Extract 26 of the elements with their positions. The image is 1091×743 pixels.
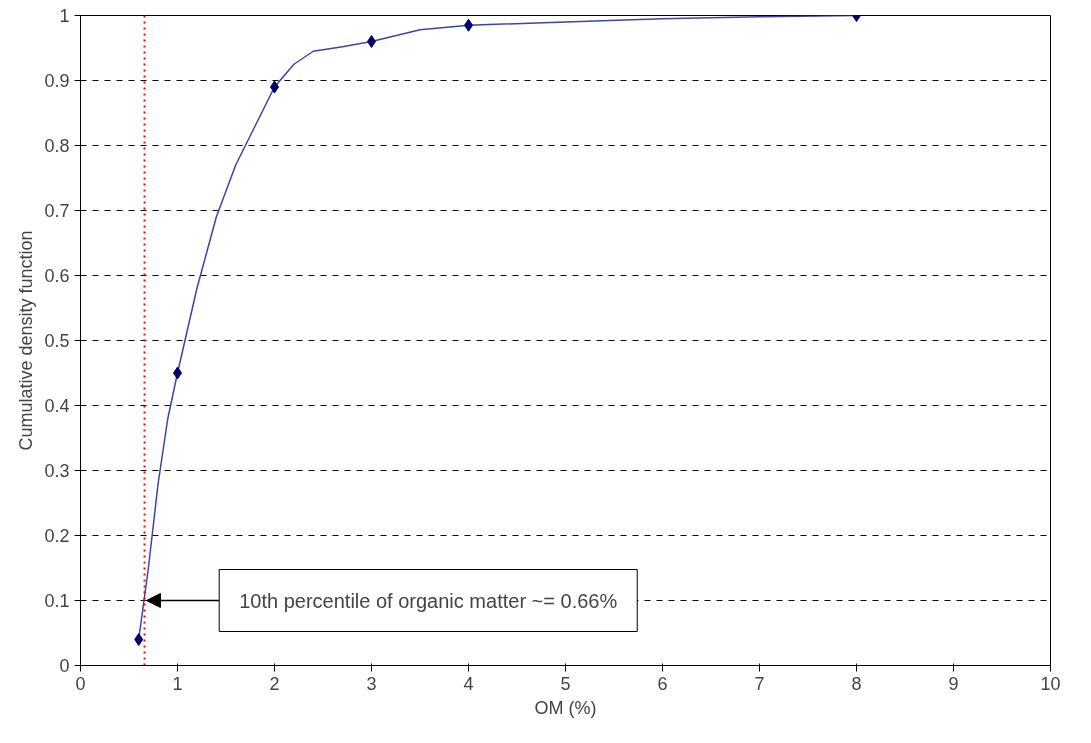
y-tick-label: 0.4 <box>44 396 70 416</box>
y-tick-label: 0.9 <box>44 71 70 91</box>
y-tick-label: 0.7 <box>44 201 70 221</box>
x-tick-label: 6 <box>657 673 668 694</box>
y-tick-label: 0.1 <box>44 591 70 611</box>
x-tick-label: 2 <box>269 673 280 694</box>
x-axis-title: OM (%) <box>534 697 597 718</box>
x-tick-label: 10 <box>1040 673 1061 694</box>
x-tick-label: 7 <box>754 673 765 694</box>
y-tick-label: 0.5 <box>44 331 70 351</box>
y-tick-label: 0.8 <box>44 136 70 156</box>
annotation: 10th percentile of organic matter ~= 0.66% <box>239 589 618 612</box>
y-tick-label: 1 <box>59 6 70 26</box>
point <box>134 633 144 646</box>
x-tick-label: 3 <box>366 673 377 694</box>
y-tick-label: 0 <box>59 656 70 676</box>
y-axis-title: Cumulative density function <box>16 230 37 451</box>
x-tick-label: 1 <box>172 673 183 694</box>
x-tick-label: 4 <box>463 673 474 694</box>
x-tick-label: 0 <box>75 673 86 694</box>
x-tick-label: 5 <box>560 673 571 694</box>
y-tick-label: 0.2 <box>44 526 70 546</box>
y-tick-label: 0.3 <box>44 461 70 481</box>
x-tick-label: 9 <box>948 673 959 694</box>
y-tick-label: 0.6 <box>44 266 70 286</box>
x-tick-label: 8 <box>851 673 862 694</box>
